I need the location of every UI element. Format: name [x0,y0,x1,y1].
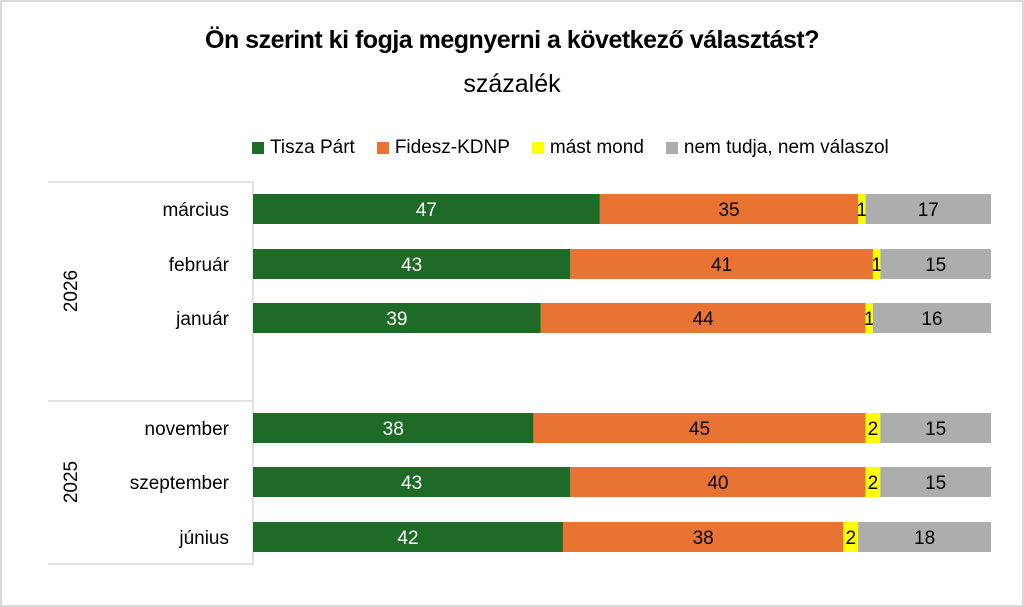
group-label-2026: 2026 [61,270,82,312]
legend-label: nem tudja, nem válaszol [683,137,889,158]
category-label: november [145,419,230,440]
data-label: 47 [416,200,437,221]
category-label: március [162,200,229,221]
data-label: 41 [711,255,732,276]
bar-segment [253,249,571,279]
data-label: 1 [864,309,875,330]
data-label: 43 [401,255,422,276]
legend-label: Fidesz-KDNP [394,137,510,158]
data-label: 2 [845,528,856,549]
data-label: 1 [857,200,868,221]
bar-segment [865,303,873,333]
data-label: 38 [383,419,404,440]
chart-subtitle: százalék [463,70,561,98]
group-label-2025: 2025 [61,461,82,503]
bar-segment [858,522,991,552]
bar-segment [253,194,600,224]
bar-segment [865,413,881,443]
bar-segment [533,413,866,443]
bar-segment [880,413,991,443]
category-label: február [169,255,230,276]
data-label: 16 [921,309,942,330]
data-label: 35 [718,200,739,221]
data-label: 38 [693,528,714,549]
data-label: 15 [925,473,946,494]
data-label: 15 [925,255,946,276]
legend-label: Tisza Párt [270,137,355,158]
data-label: 45 [689,419,710,440]
legend-item-dontknow: nem tudja, nem válaszol [665,137,889,159]
bar-segment [599,194,859,224]
bar-segment [872,303,991,333]
data-label: 39 [386,309,407,330]
bar-segment [865,467,881,497]
bar-segment [843,522,859,552]
bar-segment [253,413,534,443]
legend-label: mást mond [549,137,644,158]
data-label: 42 [397,528,418,549]
legend-swatch [252,142,264,154]
bar-segment [253,303,541,333]
data-label: 43 [401,473,422,494]
category-label: június [178,528,229,549]
bar-segment [880,249,991,279]
data-label: 40 [707,473,728,494]
legend-swatch [665,142,678,154]
category-label: január [175,309,229,330]
category-label: szeptember [130,473,230,494]
legend: Tisza Párt Fidesz-KDNP mást mond nem tud… [252,136,889,160]
bar-segment [570,249,873,279]
bar-segment [872,249,881,279]
bar-segment [570,467,866,497]
data-label: 15 [925,419,946,440]
legend-item-tisza: Tisza Párt [252,137,355,159]
legend-swatch [376,142,389,154]
legend-item-fidesz: Fidesz-KDNP [376,137,510,159]
data-label: 1 [871,255,882,276]
data-label: 17 [918,200,939,221]
legend-item-other: mást mond [531,137,644,159]
bar-segment [253,467,571,497]
data-label: 2 [868,473,879,494]
data-label: 2 [868,419,879,440]
bar-segment [880,467,991,497]
bar-segment [562,522,844,552]
bar-segment [540,303,866,333]
data-label: 18 [914,528,935,549]
legend-swatch [531,142,544,154]
bar-segment [253,522,563,552]
bar-segment [858,194,866,224]
data-label: 44 [693,309,715,330]
bar-segment [865,194,991,224]
chart-title: Ön szerint ki fogja megnyerni a következ… [205,26,820,54]
